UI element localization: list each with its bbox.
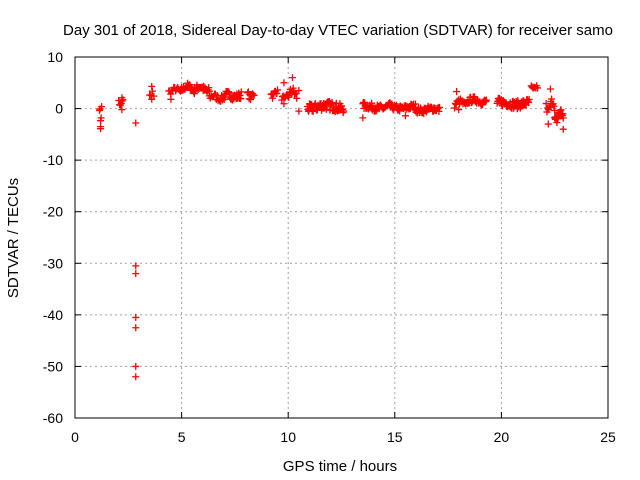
data-point bbox=[247, 96, 255, 104]
y-tick-label: -40 bbox=[43, 307, 63, 323]
data-point bbox=[305, 106, 313, 114]
data-point bbox=[283, 92, 291, 100]
data-point bbox=[132, 313, 140, 321]
data-point bbox=[411, 100, 419, 108]
y-axis-title: SDTVAR / TECUs bbox=[5, 178, 22, 298]
data-point bbox=[340, 107, 348, 115]
data-point bbox=[274, 86, 282, 94]
data-point bbox=[250, 91, 258, 99]
data-point bbox=[118, 106, 126, 114]
data-point bbox=[482, 96, 490, 104]
data-points bbox=[96, 74, 567, 381]
x-tick-label: 10 bbox=[280, 429, 296, 445]
data-point bbox=[542, 100, 550, 108]
data-point bbox=[401, 112, 409, 120]
x-axis-title: GPS time / hours bbox=[283, 458, 397, 475]
x-tick-label: 0 bbox=[71, 429, 79, 445]
y-tick-label: 0 bbox=[55, 101, 63, 117]
data-point bbox=[482, 98, 490, 106]
x-tick-label: 15 bbox=[387, 429, 403, 445]
data-point bbox=[237, 95, 245, 103]
data-point bbox=[186, 81, 194, 89]
data-point bbox=[293, 94, 301, 102]
x-tick-label: 25 bbox=[600, 429, 616, 445]
data-point bbox=[534, 84, 542, 92]
data-point bbox=[453, 88, 461, 96]
data-point bbox=[285, 93, 293, 101]
data-point bbox=[288, 74, 296, 82]
data-point bbox=[98, 103, 106, 111]
data-point bbox=[97, 125, 105, 133]
data-point bbox=[249, 90, 257, 98]
data-point bbox=[167, 95, 175, 103]
y-tick-label: 10 bbox=[47, 49, 63, 65]
x-axis: 0 5 10 15 20 25 bbox=[71, 57, 616, 445]
y-tick-label: -50 bbox=[43, 358, 63, 374]
data-point bbox=[132, 119, 140, 127]
data-point bbox=[148, 82, 156, 90]
data-point bbox=[97, 114, 105, 122]
data-point bbox=[544, 120, 552, 128]
data-point bbox=[132, 373, 140, 381]
data-point bbox=[471, 93, 479, 101]
x-tick-label: 20 bbox=[494, 429, 510, 445]
y-axis: 10 0 -10 -20 -30 -40 -50 -60 bbox=[43, 49, 608, 426]
data-point bbox=[273, 89, 281, 97]
data-point bbox=[525, 95, 533, 103]
y-tick-label: -60 bbox=[43, 410, 63, 426]
data-point bbox=[295, 87, 303, 95]
data-point bbox=[450, 104, 458, 112]
data-point bbox=[559, 125, 567, 133]
data-point bbox=[548, 101, 556, 109]
data-point bbox=[269, 94, 277, 102]
x-tick-label: 5 bbox=[178, 429, 186, 445]
data-point bbox=[118, 94, 126, 102]
data-point bbox=[132, 262, 140, 270]
data-point bbox=[148, 87, 156, 95]
data-point bbox=[322, 105, 330, 113]
data-point bbox=[237, 88, 245, 96]
data-point bbox=[280, 79, 288, 87]
y-tick-label: -20 bbox=[43, 204, 63, 220]
y-tick-label: -30 bbox=[43, 255, 63, 271]
data-point bbox=[546, 85, 554, 93]
y-tick-label: -10 bbox=[43, 152, 63, 168]
data-point bbox=[132, 362, 140, 370]
data-point bbox=[551, 106, 559, 114]
plot-frame bbox=[74, 56, 609, 419]
data-point bbox=[455, 106, 463, 114]
data-point bbox=[559, 114, 567, 122]
data-point bbox=[295, 107, 303, 115]
data-point bbox=[132, 270, 140, 278]
data-point bbox=[132, 324, 140, 332]
data-point bbox=[550, 102, 558, 110]
data-point bbox=[548, 95, 556, 103]
data-point bbox=[280, 100, 288, 108]
data-point bbox=[436, 103, 444, 111]
data-point bbox=[359, 114, 367, 122]
data-point bbox=[289, 84, 297, 92]
chart-title: Day 301 of 2018, Sidereal Day-to-day VTE… bbox=[63, 22, 613, 39]
data-point bbox=[368, 99, 376, 107]
data-point bbox=[148, 95, 156, 103]
